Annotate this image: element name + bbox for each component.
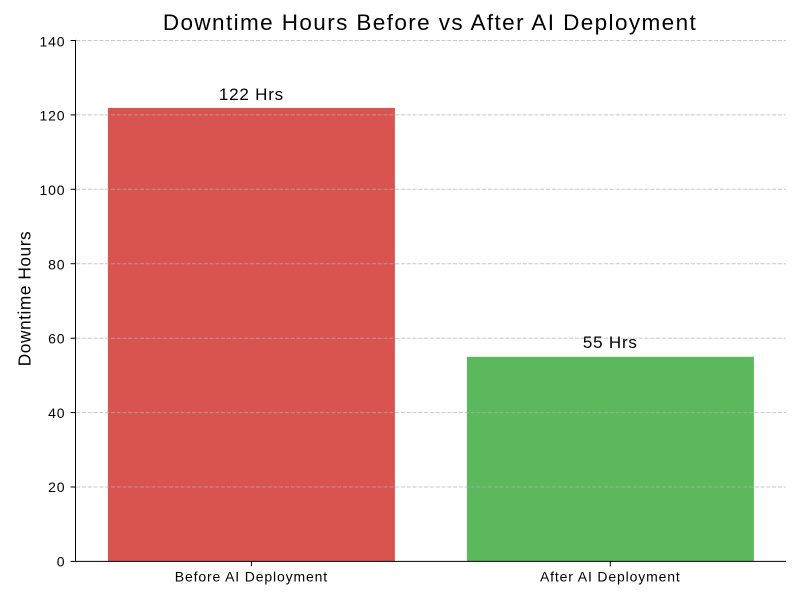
- svg-text:Downtime Hours Before vs After: Downtime Hours Before vs After AI Deploy…: [163, 10, 697, 35]
- svg-text:55 Hrs: 55 Hrs: [583, 333, 638, 352]
- svg-text:120: 120: [40, 108, 66, 124]
- svg-text:60: 60: [48, 331, 65, 347]
- svg-text:80: 80: [48, 256, 65, 272]
- svg-text:100: 100: [40, 182, 66, 198]
- svg-text:140: 140: [40, 33, 66, 49]
- svg-text:Before AI Deployment: Before AI Deployment: [175, 569, 328, 585]
- svg-text:Downtime Hours: Downtime Hours: [15, 231, 35, 366]
- svg-text:40: 40: [48, 405, 65, 421]
- svg-text:After AI Deployment: After AI Deployment: [540, 569, 681, 585]
- svg-text:0: 0: [57, 553, 66, 569]
- svg-text:20: 20: [48, 479, 65, 495]
- svg-text:122 Hrs: 122 Hrs: [219, 85, 284, 104]
